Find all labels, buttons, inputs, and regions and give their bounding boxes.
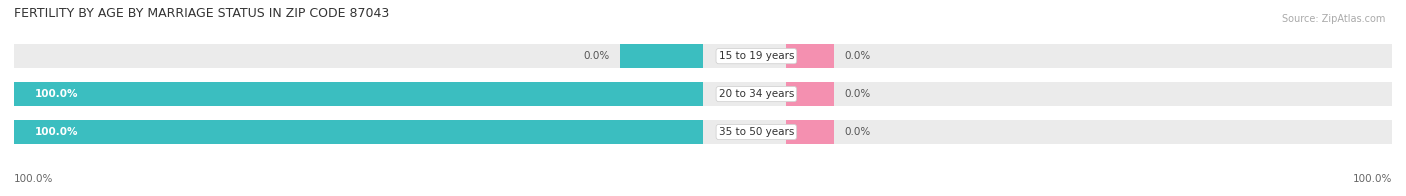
Bar [786, 44, 834, 68]
Text: 100.0%: 100.0% [35, 89, 79, 99]
Bar [620, 44, 703, 68]
Text: FERTILITY BY AGE BY MARRIAGE STATUS IN ZIP CODE 87043: FERTILITY BY AGE BY MARRIAGE STATUS IN Z… [14, 7, 389, 20]
Bar [14, 120, 1392, 144]
Bar [786, 82, 834, 106]
Text: 100.0%: 100.0% [1353, 174, 1392, 184]
Text: 0.0%: 0.0% [844, 127, 870, 137]
Text: 100.0%: 100.0% [35, 127, 79, 137]
Bar [14, 44, 1392, 68]
Bar [786, 120, 834, 144]
Bar [620, 120, 703, 144]
Text: 0.0%: 0.0% [583, 51, 610, 61]
Text: Source: ZipAtlas.com: Source: ZipAtlas.com [1281, 14, 1385, 24]
Bar [14, 82, 1392, 106]
Bar [620, 82, 703, 106]
Text: 0.0%: 0.0% [844, 51, 870, 61]
Bar [14, 82, 620, 106]
Text: 35 to 50 years: 35 to 50 years [718, 127, 794, 137]
Text: 0.0%: 0.0% [844, 89, 870, 99]
Text: 20 to 34 years: 20 to 34 years [718, 89, 794, 99]
Bar [14, 120, 620, 144]
Text: 100.0%: 100.0% [14, 174, 53, 184]
Text: 15 to 19 years: 15 to 19 years [718, 51, 794, 61]
